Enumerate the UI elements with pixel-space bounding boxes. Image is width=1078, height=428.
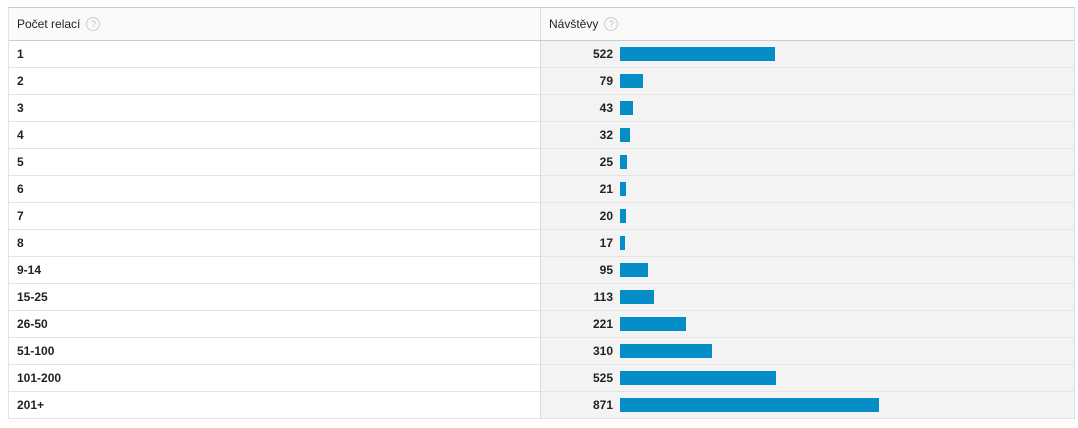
value-cell: 95 <box>541 257 1074 283</box>
value-text: 32 <box>599 128 613 142</box>
help-icon[interactable]: ? <box>86 17 101 31</box>
value-bar <box>620 128 630 142</box>
value-cell: 79 <box>541 68 1074 94</box>
row-label: 51-100 <box>17 344 55 358</box>
row-label-cell: 101-200 <box>9 365 541 391</box>
value-text: 310 <box>592 344 613 358</box>
value-cell: 25 <box>541 149 1074 175</box>
value-text: 43 <box>599 101 613 115</box>
value-cell: 871 <box>541 392 1074 418</box>
value-text: 221 <box>592 317 613 331</box>
row-label: 1 <box>17 47 24 61</box>
value-bar <box>620 371 776 385</box>
table-row: 5 25 <box>9 149 1074 176</box>
table-row: 4 32 <box>9 122 1074 149</box>
row-label-cell: 1 <box>9 41 541 67</box>
value-bar <box>620 74 644 88</box>
row-label: 8 <box>17 236 24 250</box>
value-bar <box>620 47 776 61</box>
table-row: 2 79 <box>9 68 1074 95</box>
header-cell[interactable]: Počet relací? <box>9 8 541 40</box>
value-text: 79 <box>599 74 613 88</box>
value-text: 525 <box>592 371 613 385</box>
row-label: 2 <box>17 74 24 88</box>
value-text: 17 <box>599 236 613 250</box>
value-text: 20 <box>599 209 613 223</box>
value-bar <box>620 101 633 115</box>
value-bar <box>620 344 713 358</box>
value-bar <box>620 317 686 331</box>
value-text: 113 <box>593 290 613 304</box>
table-row: 15-25 113 <box>9 284 1074 311</box>
value-bar <box>620 155 628 169</box>
table: Počet relací? Návštěvy? 1 522 2 79 3 43 4 32 5 25… <box>8 7 1075 419</box>
table-row: 3 43 <box>9 95 1074 122</box>
row-label-cell: 26-50 <box>9 311 541 337</box>
value-bar <box>620 209 626 223</box>
header-label: Návštěvy <box>549 17 599 31</box>
value-text: 522 <box>592 47 613 61</box>
value-cell: 310 <box>541 338 1074 364</box>
row-label: 101-200 <box>17 371 62 385</box>
row-label: 3 <box>17 101 24 115</box>
value-bar <box>620 290 654 304</box>
value-bar <box>620 398 879 412</box>
table-row: 51-100 310 <box>9 338 1074 365</box>
row-label-cell: 3 <box>9 95 541 121</box>
row-label-cell: 2 <box>9 68 541 94</box>
row-label: 4 <box>17 128 24 142</box>
table-row: 26-50 221 <box>9 311 1074 338</box>
row-label: 26-50 <box>17 317 48 331</box>
value-cell: 221 <box>541 311 1074 337</box>
table-row: 201+ 871 <box>9 392 1074 419</box>
value-cell: 20 <box>541 203 1074 229</box>
row-label-cell: 5 <box>9 149 541 175</box>
value-text: 95 <box>599 263 613 277</box>
value-cell: 21 <box>541 176 1074 202</box>
table-row: 8 17 <box>9 230 1074 257</box>
row-label-cell: 51-100 <box>9 338 541 364</box>
value-text: 871 <box>592 398 613 412</box>
row-label-cell: 9-14 <box>9 257 541 283</box>
value-cell: 43 <box>541 95 1074 121</box>
row-label-cell: 15-25 <box>9 284 541 310</box>
row-label: 201+ <box>17 398 45 412</box>
row-label-cell: 4 <box>9 122 541 148</box>
row-label-cell: 8 <box>9 230 541 256</box>
table-row: 7 20 <box>9 203 1074 230</box>
row-label: 7 <box>17 209 24 223</box>
table-row: 101-200 525 <box>9 365 1074 392</box>
value-cell: 525 <box>541 365 1074 391</box>
header-label: Počet relací <box>17 17 81 31</box>
header-row: Počet relací? Návštěvy? <box>9 8 1074 41</box>
header-cell[interactable]: Návštěvy? <box>541 8 1074 40</box>
value-bar <box>620 263 649 277</box>
value-bar <box>620 182 627 196</box>
value-cell: 522 <box>541 41 1074 67</box>
value-text: 21 <box>599 182 613 196</box>
row-label: 5 <box>17 155 24 169</box>
value-cell: 113 <box>541 284 1074 310</box>
row-label: 6 <box>17 182 24 196</box>
table-row: 6 21 <box>9 176 1074 203</box>
value-bar <box>620 236 626 250</box>
row-label-cell: 201+ <box>9 392 541 418</box>
row-label-cell: 7 <box>9 203 541 229</box>
value-text: 25 <box>599 155 613 169</box>
row-label: 9-14 <box>17 263 42 277</box>
help-icon[interactable]: ? <box>604 17 619 31</box>
value-cell: 17 <box>541 230 1074 256</box>
table-row: 9-14 95 <box>9 257 1074 284</box>
value-cell: 32 <box>541 122 1074 148</box>
row-label: 15-25 <box>17 290 48 304</box>
table-row: 1 522 <box>9 41 1074 68</box>
row-label-cell: 6 <box>9 176 541 202</box>
